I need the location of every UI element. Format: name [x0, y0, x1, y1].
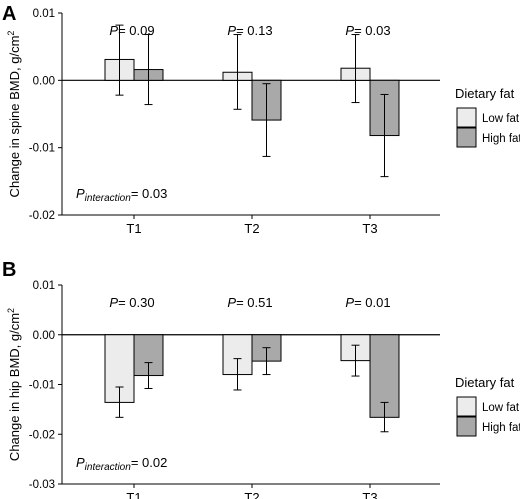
- interaction-p-label: Pinteraction= 0.02: [76, 455, 167, 473]
- x-tick-label: T2: [244, 221, 259, 236]
- legend-swatch-high-fat: [456, 127, 477, 148]
- y-tick-label: -0.02: [29, 429, 55, 441]
- y-axis-label: Change in hip BMD, g/cm2: [6, 308, 22, 461]
- legend-swatch-high-fat: [456, 416, 477, 437]
- p-value-label: P= 0.03: [345, 23, 390, 38]
- chart-panel-b: B 0.01 0.00 -0.01 -0.02 -0.03 Change in hip BM…: [2, 259, 520, 499]
- legend-swatch-low-fat: [456, 396, 477, 417]
- y-tick-label: 0.01: [33, 8, 55, 20]
- y-tick-label: -0.01: [29, 380, 55, 392]
- legend-item-label: Low fat: [482, 113, 520, 125]
- y-tick-label: -0.03: [29, 479, 55, 491]
- legend-title: Dietary fat: [455, 86, 515, 101]
- legend-swatch-low-fat: [456, 107, 477, 128]
- x-tick-label: T3: [362, 490, 377, 499]
- y-tick-label: 0.00: [33, 75, 55, 87]
- x-tick-label: T2: [244, 490, 259, 499]
- x-tick-label: T3: [362, 221, 377, 236]
- p-value-label: P= 0.01: [345, 295, 390, 310]
- y-axis-label: Change in spine BMD, g/cm2: [6, 31, 22, 198]
- y-tick-label: 0.01: [33, 280, 55, 292]
- y-tick-label: 0.00: [33, 330, 55, 342]
- legend-item-label: Low fat: [482, 402, 520, 414]
- panel-label: B: [2, 259, 16, 281]
- legend-title: Dietary fat: [455, 375, 515, 390]
- y-tick-label: -0.02: [29, 210, 55, 222]
- p-value-label: P= 0.51: [227, 295, 272, 310]
- x-tick-label: T1: [126, 490, 141, 499]
- legend-item-label: High fat: [482, 133, 520, 145]
- panel-label: A: [2, 3, 16, 25]
- interaction-p-label: Pinteraction= 0.03: [76, 186, 167, 204]
- y-tick-label: -0.01: [29, 143, 55, 155]
- p-value-label: P= 0.13: [227, 23, 272, 38]
- legend-item-label: High fat: [482, 422, 520, 434]
- chart-panel-a: A 0.01 0.00 -0.01 -0.02 Change in spine BMD, …: [2, 3, 520, 236]
- p-value-label: P= 0.30: [109, 295, 154, 310]
- p-value-label: P= 0.09: [109, 23, 154, 38]
- x-tick-label: T1: [126, 221, 141, 236]
